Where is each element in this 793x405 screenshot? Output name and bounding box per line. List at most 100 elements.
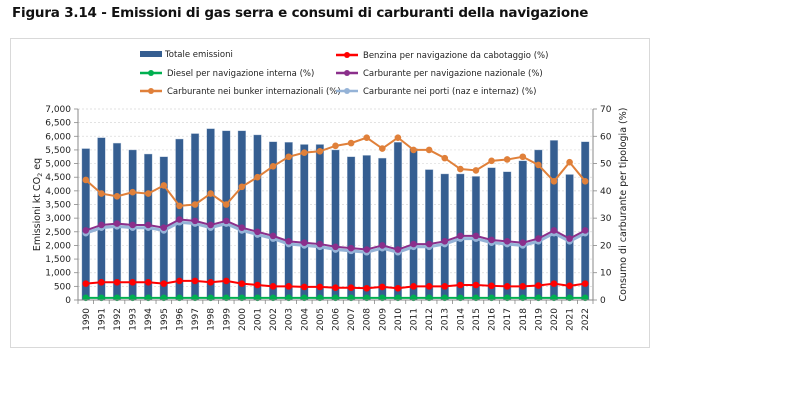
y-tick-label: 1,500	[45, 255, 71, 265]
point-series-5	[363, 134, 371, 141]
point-series-3	[269, 232, 277, 240]
point-series-3	[144, 221, 152, 229]
x-tick-label: 2014	[456, 308, 466, 331]
x-tick-label: 2022	[581, 308, 591, 331]
x-tick-label: 2006	[332, 308, 342, 331]
point-series-5	[82, 176, 90, 184]
point-series-3	[425, 240, 433, 248]
point-series-3	[472, 232, 480, 240]
point-series-3	[347, 244, 355, 252]
bar-totale-emissioni	[222, 130, 231, 301]
bar-totale-emissioni	[253, 134, 262, 301]
legend-label: Carburante per navigazione nazionale (%)	[363, 69, 543, 79]
point-series-1	[472, 281, 480, 289]
legend-swatch-marker	[344, 88, 350, 94]
point-series-1	[316, 283, 324, 291]
point-series-5	[441, 154, 449, 162]
x-tick-label: 2012	[425, 308, 435, 331]
point-series-5	[207, 190, 214, 197]
bar-totale-emissioni	[409, 148, 418, 301]
bar-totale-emissioni	[315, 144, 324, 301]
bar-totale-emissioni	[362, 155, 371, 301]
point-series-1	[457, 281, 464, 289]
x-tick-label: 2000	[238, 308, 248, 331]
y-tick-label: 1,000	[45, 269, 71, 279]
x-tick-label: 2005	[316, 308, 326, 331]
point-series-3	[82, 227, 90, 234]
bar-totale-emissioni	[190, 133, 200, 301]
point-series-5	[332, 142, 339, 150]
bar-totale-emissioni	[81, 148, 90, 301]
point-series-1	[347, 284, 355, 292]
point-series-3	[441, 238, 449, 245]
point-series-5	[191, 201, 199, 208]
point-series-1	[566, 282, 573, 290]
line-layer	[82, 134, 589, 302]
point-series-2	[238, 294, 246, 302]
point-series-1	[254, 281, 261, 289]
point-series-3	[191, 217, 199, 225]
point-series-3	[535, 235, 542, 242]
x-tick-label: 2011	[410, 308, 420, 331]
point-series-3	[222, 217, 230, 225]
point-series-3	[285, 238, 292, 245]
x-tick-label: 2002	[269, 308, 279, 331]
y-tick-label: 2,500	[45, 228, 71, 238]
x-tick-label: 1993	[129, 308, 139, 331]
x-tick-label: 1992	[113, 308, 123, 331]
point-series-5	[254, 173, 261, 181]
y2-tick-label: 70	[600, 105, 612, 115]
point-series-1	[519, 283, 527, 290]
point-series-5	[566, 158, 573, 166]
point-series-1	[207, 278, 214, 286]
point-series-1	[269, 283, 277, 290]
point-series-5	[550, 178, 558, 185]
point-series-1	[379, 283, 386, 291]
point-series-2	[550, 294, 558, 302]
bar-totale-emissioni	[378, 157, 387, 301]
point-series-3	[113, 220, 121, 227]
y-tick-label: 6,000	[45, 132, 71, 142]
point-series-5	[519, 153, 527, 161]
y-tick-label: 4,000	[45, 187, 71, 197]
point-series-1	[285, 283, 292, 290]
point-series-3	[410, 240, 417, 248]
point-series-2	[379, 294, 386, 302]
point-series-3	[566, 235, 573, 242]
x-tick-label: 2019	[534, 308, 544, 331]
point-series-1	[238, 280, 246, 287]
y-tick-label: 5,500	[45, 146, 71, 156]
point-series-2	[363, 294, 371, 302]
chart-frame	[10, 38, 650, 348]
point-series-2	[425, 294, 433, 302]
x-tick-label: 1994	[144, 308, 154, 331]
point-series-5	[285, 153, 292, 161]
bar-totale-emissioni	[534, 149, 543, 301]
point-series-3	[129, 221, 136, 229]
point-series-2	[176, 294, 183, 302]
x-tick-label: 1990	[82, 308, 92, 331]
y2-tick-label: 10	[600, 269, 612, 279]
y-tick-label: 3,000	[45, 214, 71, 224]
x-tick-label: 1996	[175, 308, 185, 331]
y-tick-label: 3,500	[45, 201, 71, 211]
y-tick-label: 0	[65, 296, 71, 306]
point-series-2	[222, 294, 230, 302]
point-series-2	[410, 294, 417, 302]
x-tick-label: 2004	[300, 308, 310, 331]
x-tick-label: 1997	[191, 308, 201, 331]
point-series-1	[332, 284, 339, 292]
point-series-3	[207, 221, 214, 229]
y-axis-title-sub: 2	[36, 173, 44, 177]
point-series-2	[269, 294, 277, 302]
point-series-3	[98, 221, 105, 229]
point-series-3	[332, 243, 339, 251]
legend-label: Diesel per navigazione interna (%)	[167, 69, 314, 79]
y2-tick-label: 60	[600, 132, 612, 142]
point-series-3	[238, 224, 246, 231]
point-series-5	[176, 202, 183, 210]
x-tick-label: 2008	[363, 308, 373, 331]
bar-totale-emissioni	[331, 149, 340, 301]
point-series-2	[160, 294, 168, 302]
x-tick-label: 1998	[207, 308, 217, 331]
